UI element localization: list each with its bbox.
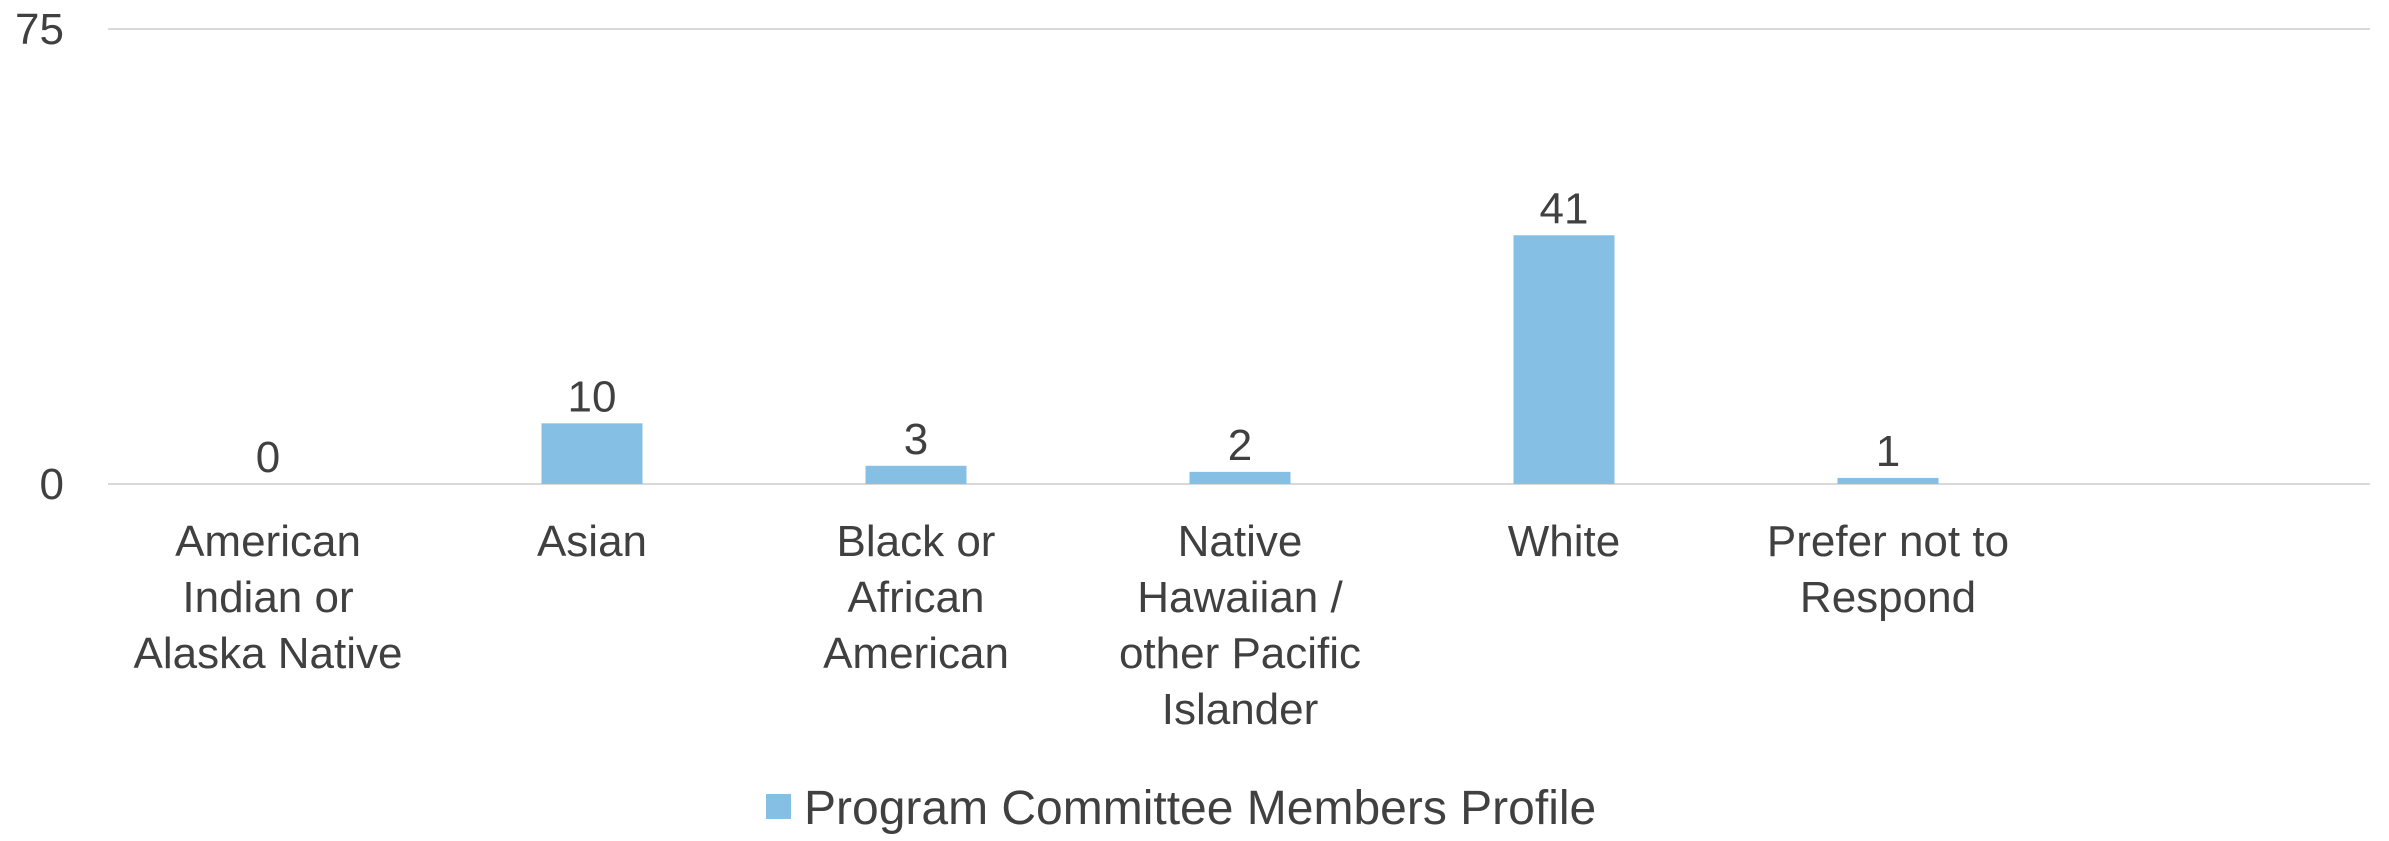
bar	[541, 423, 643, 484]
bar	[1513, 235, 1615, 484]
category-label: Native Hawaiian / other Pacific Islander	[1119, 517, 1361, 734]
category-label: American Indian or Alaska Native	[133, 517, 402, 678]
bar	[1837, 477, 1939, 484]
bar	[865, 465, 967, 484]
category-label-line: Respond	[1800, 573, 1976, 622]
category-label-line: Prefer not to	[1767, 517, 2009, 566]
category-label-line: Indian or	[182, 573, 353, 622]
category-label-line: Black or	[837, 517, 996, 566]
gridlines	[108, 28, 2370, 485]
category-label-line: American	[175, 517, 361, 566]
category-label-line: American	[823, 629, 1009, 678]
data-label: 41	[1540, 184, 1589, 233]
data-label: 3	[904, 415, 928, 464]
category-label-line: Asian	[537, 517, 647, 566]
bars	[541, 235, 1939, 484]
category-label-line: White	[1508, 517, 1620, 566]
category-labels: American Indian or Alaska Native Asian Black…	[133, 517, 2009, 734]
bar	[1189, 471, 1291, 484]
category-label-line: Hawaiian /	[1137, 573, 1343, 622]
category-label-line: African	[848, 573, 985, 622]
category-label: White	[1508, 517, 1620, 566]
category-label: Black or African American	[823, 517, 1009, 678]
legend: Program Committee Members Profile	[766, 782, 1596, 835]
data-label: 10	[568, 372, 617, 421]
data-labels: 0 10 3 2 41 1	[256, 184, 1900, 482]
data-label: 0	[256, 433, 280, 482]
category-label: Asian	[537, 517, 647, 566]
category-label-line: Native	[1178, 517, 1303, 566]
y-tick-label: 0	[40, 460, 64, 509]
y-tick-label: 75	[15, 5, 64, 54]
legend-swatch	[766, 794, 791, 819]
category-label-line: Alaska Native	[133, 629, 402, 678]
y-axis-ticks: 0 75	[15, 5, 64, 509]
data-label: 2	[1228, 421, 1252, 470]
legend-label: Program Committee Members Profile	[804, 782, 1596, 835]
category-label: Prefer not to Respond	[1767, 517, 2009, 622]
category-label-line: Islander	[1162, 685, 1319, 734]
data-label: 1	[1876, 427, 1900, 476]
category-label-line: other Pacific	[1119, 629, 1361, 678]
